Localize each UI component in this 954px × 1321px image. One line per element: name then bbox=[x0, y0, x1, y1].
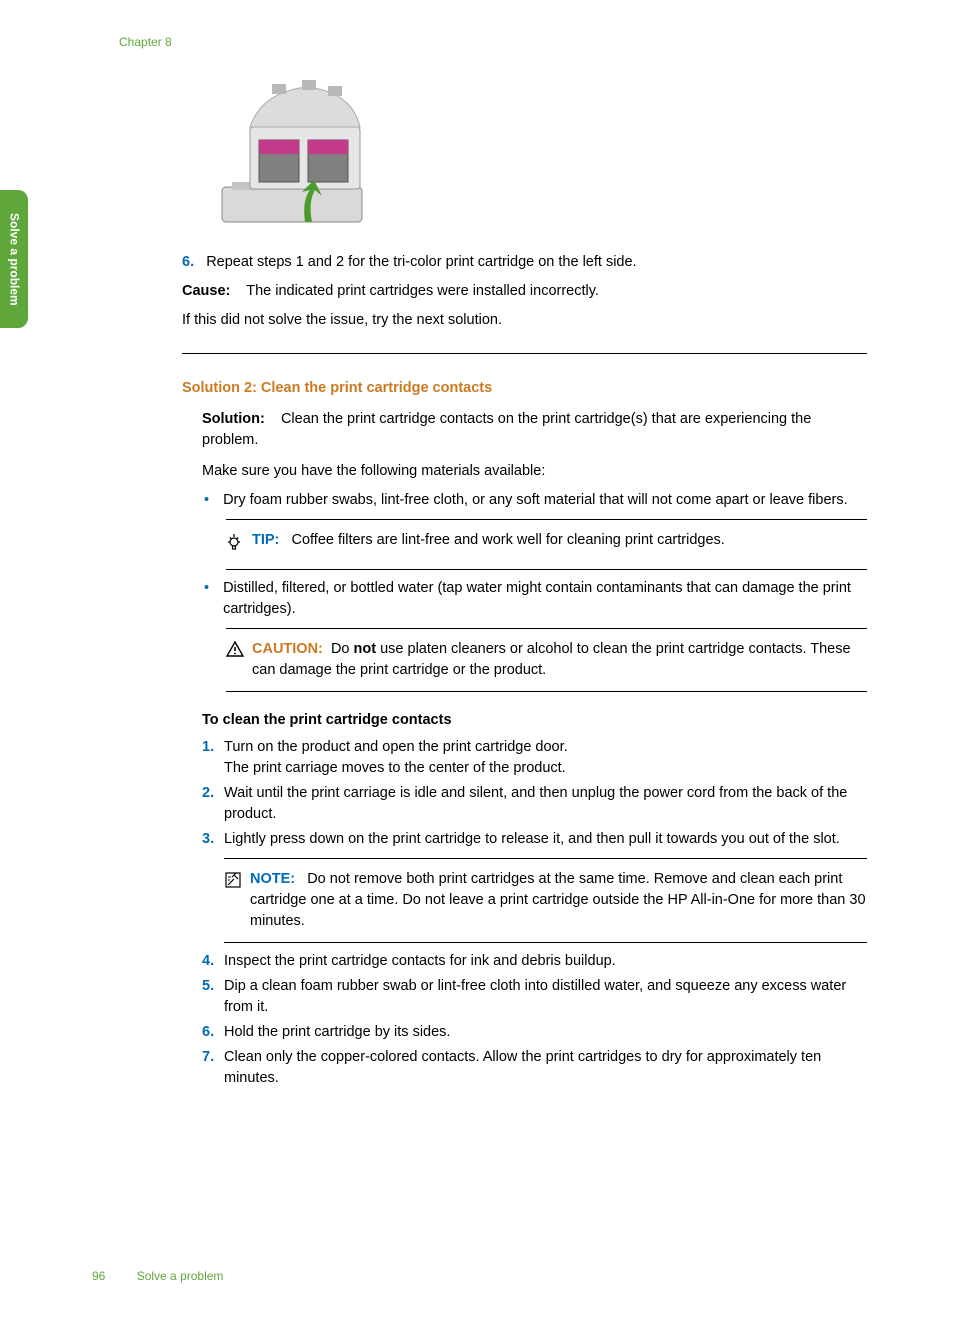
tip-callout: TIP: Coffee filters are lint-free and wo… bbox=[226, 528, 867, 561]
caution-bold: not bbox=[354, 641, 377, 657]
step-after: The print carriage moves to the center o… bbox=[224, 758, 867, 779]
list-item: 2. Wait until the print carriage is idle… bbox=[202, 783, 867, 825]
side-tab: Solve a problem bbox=[0, 190, 28, 328]
caution-callout: CAUTION: Do not use platen cleaners or a… bbox=[226, 637, 867, 683]
bullet-marker: • bbox=[204, 578, 209, 620]
step-text: Turn on the product and open the print c… bbox=[224, 737, 867, 758]
solution-intro: Solution: Clean the print cartridge cont… bbox=[202, 409, 867, 451]
bullet-item-1: • Dry foam rubber swabs, lint-free cloth… bbox=[202, 490, 867, 511]
note-icon bbox=[224, 871, 242, 896]
caution-pre: Do bbox=[331, 641, 354, 657]
side-tab-label: Solve a problem bbox=[5, 213, 22, 306]
caution-label: CAUTION: bbox=[252, 641, 323, 657]
step-text: Clean only the copper-colored contacts. … bbox=[224, 1047, 867, 1089]
cause-text: The indicated print cartridges were inst… bbox=[246, 283, 599, 299]
callout-divider bbox=[226, 569, 867, 570]
list-item: 3. Lightly press down on the print cartr… bbox=[202, 829, 867, 850]
list-item: 4. Inspect the print cartridge contacts … bbox=[202, 951, 867, 972]
step-number: 6. bbox=[182, 254, 194, 270]
step-number: 4. bbox=[202, 951, 224, 972]
solution-text: Clean the print cartridge contacts on th… bbox=[202, 411, 811, 448]
cause-label: Cause: bbox=[182, 283, 230, 299]
tip-callout-wrap: TIP: Coffee filters are lint-free and wo… bbox=[226, 519, 867, 570]
list-item: 5. Dip a clean foam rubber swab or lint-… bbox=[202, 976, 867, 1018]
section-divider bbox=[182, 353, 867, 354]
printer-cartridge-illustration bbox=[202, 72, 402, 232]
solution-label: Solution: bbox=[202, 411, 265, 427]
tip-label: TIP: bbox=[252, 532, 279, 548]
list-item: 6. Hold the print cartridge by its sides… bbox=[202, 1022, 867, 1043]
page-number: 96 bbox=[92, 1269, 105, 1283]
caution-icon bbox=[226, 641, 244, 664]
callout-divider bbox=[226, 519, 867, 520]
page-footer: 96 Solve a problem bbox=[92, 1268, 223, 1285]
step-number: 6. bbox=[202, 1022, 224, 1043]
caution-body: CAUTION: Do not use platen cleaners or a… bbox=[252, 639, 867, 681]
step-number: 1. bbox=[202, 737, 224, 779]
cause-line: Cause: The indicated print cartridges we… bbox=[182, 281, 867, 302]
list-item: 7. Clean only the copper-colored contact… bbox=[202, 1047, 867, 1089]
step-text: Hold the print cartridge by its sides. bbox=[224, 1022, 867, 1043]
main-content: 6. Repeat steps 1 and 2 for the tri-colo… bbox=[182, 72, 867, 1089]
next-solution-line: If this did not solve the issue, try the… bbox=[182, 310, 867, 331]
caution-callout-wrap: CAUTION: Do not use platen cleaners or a… bbox=[226, 628, 867, 692]
step-number: 3. bbox=[202, 829, 224, 850]
solution-2-body: Solution: Clean the print cartridge cont… bbox=[202, 409, 867, 1089]
note-callout-wrap: NOTE: Do not remove both print cartridge… bbox=[224, 858, 867, 943]
step-6: 6. Repeat steps 1 and 2 for the tri-colo… bbox=[182, 252, 867, 273]
list-item: 1. Turn on the product and open the prin… bbox=[202, 737, 867, 779]
step-text: Inspect the print cartridge contacts for… bbox=[224, 951, 867, 972]
step-text: Lightly press down on the print cartridg… bbox=[224, 829, 867, 850]
note-text: Do not remove both print cartridges at t… bbox=[250, 871, 866, 929]
callout-divider bbox=[226, 691, 867, 692]
step-number: 7. bbox=[202, 1047, 224, 1089]
step-text: Dip a clean foam rubber swab or lint-fre… bbox=[224, 976, 867, 1018]
bullet-marker: • bbox=[204, 490, 209, 511]
callout-divider bbox=[226, 628, 867, 629]
step-number: 2. bbox=[202, 783, 224, 825]
tip-text: Coffee filters are lint-free and work we… bbox=[291, 532, 724, 548]
bullet-2-text: Distilled, filtered, or bottled water (t… bbox=[223, 578, 867, 620]
bullet-item-2: • Distilled, filtered, or bottled water … bbox=[202, 578, 867, 620]
step-number: 5. bbox=[202, 976, 224, 1018]
tip-body: TIP: Coffee filters are lint-free and wo… bbox=[252, 530, 867, 551]
step-body: Turn on the product and open the print c… bbox=[224, 737, 867, 779]
note-label: NOTE: bbox=[250, 871, 295, 887]
clean-heading: To clean the print cartridge contacts bbox=[202, 710, 867, 731]
bullet-1-text: Dry foam rubber swabs, lint-free cloth, … bbox=[223, 490, 848, 511]
step-text: Repeat steps 1 and 2 for the tri-color p… bbox=[206, 254, 636, 270]
materials-intro: Make sure you have the following materia… bbox=[202, 461, 867, 482]
footer-text: Solve a problem bbox=[137, 1269, 224, 1283]
step-text: Wait until the print carriage is idle an… bbox=[224, 783, 867, 825]
callout-divider bbox=[224, 858, 867, 859]
note-callout: NOTE: Do not remove both print cartridge… bbox=[224, 867, 867, 934]
tip-icon bbox=[226, 532, 244, 559]
callout-divider bbox=[224, 942, 867, 943]
note-body: NOTE: Do not remove both print cartridge… bbox=[250, 869, 867, 932]
chapter-label: Chapter 8 bbox=[119, 34, 172, 51]
solution-2-heading: Solution 2: Clean the print cartridge co… bbox=[182, 378, 867, 399]
